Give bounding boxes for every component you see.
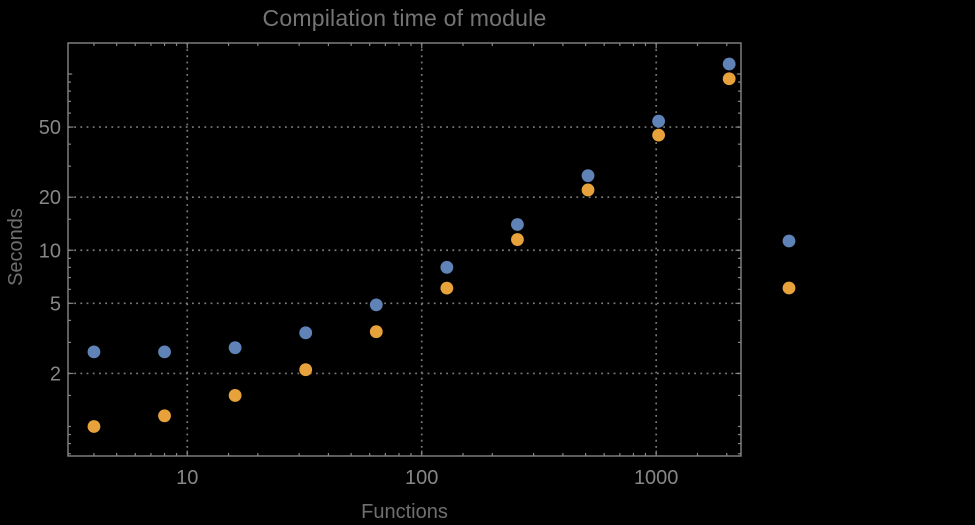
data-point-series-1-blue <box>722 57 736 71</box>
data-point-series-1-blue <box>299 326 313 340</box>
data-point-series-1-blue <box>87 345 101 359</box>
y-axis-label: Seconds <box>5 208 27 286</box>
x-axis-label: Functions <box>361 501 448 523</box>
plot-frame <box>67 42 742 457</box>
data-point-series-2-orange <box>228 389 242 402</box>
data-point-series-1-blue <box>440 260 454 274</box>
data-point-series-2-orange <box>440 281 454 295</box>
x-tick-label: 100 <box>405 467 438 489</box>
y-tick-label: 5 <box>50 293 61 315</box>
data-point-series-2-orange <box>652 128 666 142</box>
data-point-series-2-orange <box>158 409 171 423</box>
data-point-series-2-orange <box>722 72 736 86</box>
data-point-series-2-orange <box>369 325 383 339</box>
legend-marker-series-1-blue <box>782 234 796 248</box>
chart-title: Compilation time of module <box>262 5 547 31</box>
data-point-series-1-blue <box>581 169 595 183</box>
y-tick-label: 2 <box>50 363 61 385</box>
y-tick-label: 50 <box>39 117 61 139</box>
data-point-series-2-orange <box>581 183 595 197</box>
y-tick-label: 10 <box>39 240 61 262</box>
data-point-series-1-blue <box>228 341 242 355</box>
data-point-series-1-blue <box>369 298 383 312</box>
data-point-series-2-orange <box>299 363 313 377</box>
data-point-series-2-orange <box>511 233 524 246</box>
x-tick-label: 10 <box>176 467 198 489</box>
data-point-series-2-orange <box>87 420 101 433</box>
data-point-series-1-blue <box>511 218 524 231</box>
data-point-series-1-blue <box>158 345 171 359</box>
y-tick-label: 20 <box>39 187 61 209</box>
x-tick-label: 1000 <box>634 467 679 489</box>
data-point-series-1-blue <box>652 114 666 128</box>
legend-marker-series-2-orange <box>782 281 796 295</box>
